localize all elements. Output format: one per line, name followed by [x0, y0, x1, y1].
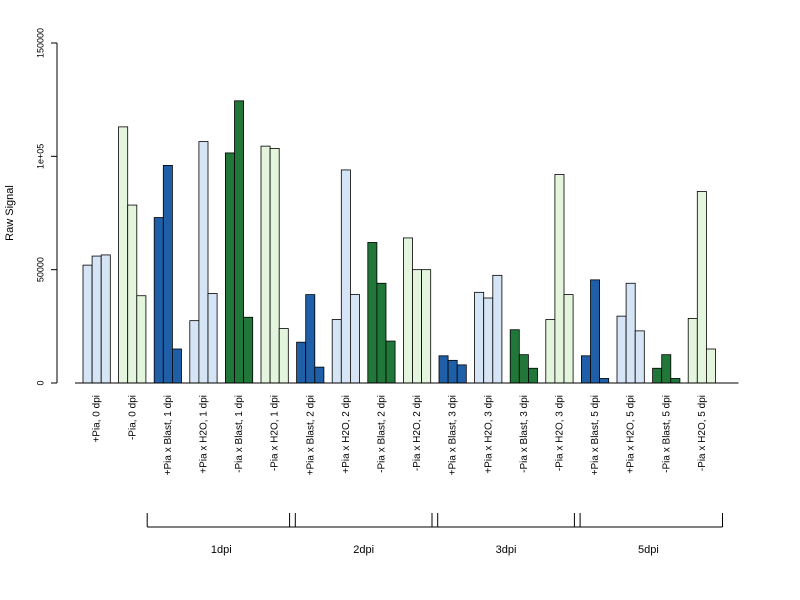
category-labels: +Pia, 0 dpi -Pia, 0 dpi +Pia x Blast, 1 dp… — [92, 395, 708, 475]
y-tick-label: 150000 — [35, 28, 45, 58]
category-label: +Pia x H2O, 1 dpi — [198, 395, 209, 474]
bar — [438, 355, 449, 384]
y-axis: 0 50000 1e+05 150000 — [35, 28, 58, 386]
category-label: -Pia x H2O, 3 dpi — [554, 395, 565, 471]
y-axis-title: Raw Signal — [4, 185, 16, 241]
bar — [625, 282, 636, 384]
bar — [447, 359, 458, 384]
category-label: +Pia x H2O, 3 dpi — [483, 395, 494, 474]
bar — [509, 329, 520, 384]
category-label: -Pia x Blast, 1 dpi — [234, 395, 245, 473]
bar — [162, 164, 173, 384]
group-label: 5dpi — [638, 544, 659, 556]
category-label: +Pia x Blast, 1 dpi — [163, 395, 174, 475]
category-label: -Pia x Blast, 3 dpi — [519, 395, 530, 473]
bar — [563, 294, 574, 384]
group-label: 3dpi — [496, 544, 517, 556]
bar — [153, 217, 164, 384]
y-tick-label: 1e+05 — [35, 144, 45, 169]
bar — [340, 169, 351, 384]
bar — [492, 274, 503, 384]
bar — [670, 378, 681, 384]
group-brackets: 1dpi 2dpi 3dpi 5dpi — [146, 513, 723, 556]
bar — [118, 126, 129, 384]
bar — [127, 204, 138, 384]
bar — [652, 367, 663, 384]
bar — [616, 315, 627, 384]
bar — [634, 330, 645, 384]
bar — [518, 354, 529, 384]
bar — [278, 328, 289, 384]
bar — [331, 319, 342, 384]
bar — [198, 141, 209, 384]
bar — [314, 366, 325, 384]
bar — [528, 367, 538, 384]
group-label: 1dpi — [211, 544, 232, 556]
bar — [349, 294, 360, 384]
bar — [367, 242, 378, 384]
bar — [243, 316, 254, 384]
category-label: -Pia x Blast, 2 dpi — [376, 395, 387, 473]
bar — [599, 378, 610, 384]
bar — [376, 282, 387, 384]
category-label: +Pia x H2O, 2 dpi — [341, 395, 352, 474]
bar — [82, 264, 93, 384]
bar — [269, 147, 280, 384]
bar — [661, 354, 672, 384]
category-label: -Pia, 0 dpi — [127, 395, 138, 440]
bar — [305, 294, 316, 384]
bar — [554, 174, 565, 384]
bar — [581, 355, 591, 384]
bar — [706, 348, 716, 384]
group-label: 2dpi — [353, 544, 374, 556]
category-label: -Pia x Blast, 5 dpi — [661, 395, 672, 473]
bar — [100, 254, 111, 384]
category-label: +Pia x Blast, 2 dpi — [305, 395, 316, 475]
bar — [687, 317, 698, 384]
bar — [171, 348, 182, 384]
category-label: -Pia x H2O, 1 dpi — [270, 395, 281, 471]
bar — [590, 279, 601, 384]
category-label: +Pia x Blast, 3 dpi — [448, 395, 459, 475]
bar — [189, 320, 200, 384]
category-label: -Pia x H2O, 5 dpi — [697, 395, 708, 471]
bar — [545, 319, 556, 384]
bar — [385, 340, 396, 384]
category-label: -Pia x H2O, 2 dpi — [412, 395, 423, 471]
bar — [483, 297, 494, 384]
bar — [456, 364, 467, 384]
bars-layer — [82, 100, 716, 384]
bar — [412, 269, 423, 384]
bar — [91, 255, 102, 384]
bar — [224, 152, 235, 384]
bar — [136, 295, 147, 384]
category-label: +Pia, 0 dpi — [92, 395, 103, 443]
bar — [296, 341, 307, 384]
bar — [474, 291, 485, 384]
bar — [260, 145, 271, 384]
bar — [696, 191, 707, 384]
category-label: +Pia x Blast, 5 dpi — [590, 395, 601, 475]
bar — [234, 100, 245, 384]
bar — [402, 237, 413, 384]
bar — [421, 269, 432, 384]
bar — [207, 293, 218, 384]
y-tick-label: 0 — [35, 380, 45, 385]
y-tick-label: 50000 — [35, 257, 45, 282]
category-label: +Pia x H2O, 5 dpi — [626, 395, 637, 474]
